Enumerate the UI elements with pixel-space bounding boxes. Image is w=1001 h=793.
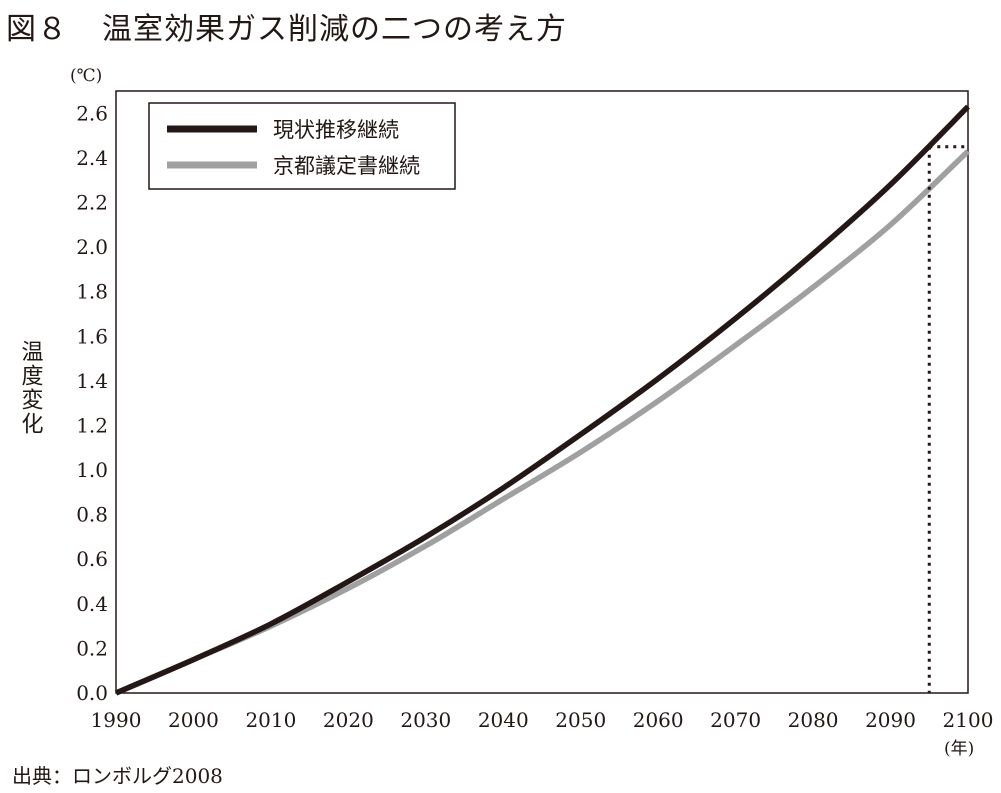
x-tick-label: 2090 — [865, 708, 916, 732]
source-note: 出典：ロンボルグ2008 — [12, 764, 223, 788]
y-tick-label: 0.4 — [76, 592, 108, 616]
x-axis-label: (年) — [944, 739, 974, 759]
y-tick-label: 0.0 — [76, 681, 108, 705]
x-tick-label: 2080 — [788, 708, 839, 732]
x-tick-label: 1990 — [91, 708, 142, 732]
y-unit-label: (℃) — [70, 66, 102, 86]
y-tick-label: 0.8 — [76, 503, 108, 527]
legend-box — [148, 102, 456, 190]
y-tick-label: 2.4 — [76, 146, 108, 170]
y-tick-label: 2.0 — [76, 235, 108, 259]
x-tick-label: 2070 — [710, 708, 761, 732]
x-tick-label: 2040 — [478, 708, 529, 732]
legend-label-1: 京都議定書継続 — [273, 154, 420, 178]
series-line-0 — [114, 104, 970, 696]
y-tick-label: 2.2 — [76, 190, 108, 214]
y-tick-label: 0.6 — [76, 547, 108, 571]
y-tick-label: 1.6 — [76, 324, 108, 348]
plot-area — [115, 90, 969, 694]
y-tick-label: 0.2 — [76, 636, 108, 660]
x-tick-label: 2000 — [168, 708, 219, 732]
y-tick-label: 1.2 — [76, 413, 108, 437]
y-tick-label: 1.0 — [76, 458, 108, 482]
y-tick-label: 1.4 — [76, 369, 108, 393]
legend-label-0: 現状推移継続 — [273, 118, 399, 142]
figure-title-text: 温室効果ガス削減の二つの考え方 — [102, 12, 567, 47]
x-tick-label: 2030 — [400, 708, 451, 732]
y-tick-label: 2.6 — [76, 101, 108, 125]
x-tick-label: 2050 — [555, 708, 606, 732]
y-axis-label: 温度変化 — [18, 340, 44, 436]
x-tick-label: 2020 — [323, 708, 374, 732]
x-tick-label: 2100 — [943, 708, 994, 732]
figure-number: 図８ — [6, 12, 68, 47]
x-tick-label: 2060 — [633, 708, 684, 732]
figure-title: 図８ 温室効果ガス削減の二つの考え方 — [6, 4, 567, 48]
annotation — [927, 145, 968, 693]
x-tick-label: 2010 — [245, 708, 296, 732]
axes: 1990 2000 2010 2020 2030 2040 2050 2060 2070 2080… — [18, 66, 994, 759]
y-tick-label: 1.8 — [76, 280, 108, 304]
series-lines — [114, 104, 970, 696]
